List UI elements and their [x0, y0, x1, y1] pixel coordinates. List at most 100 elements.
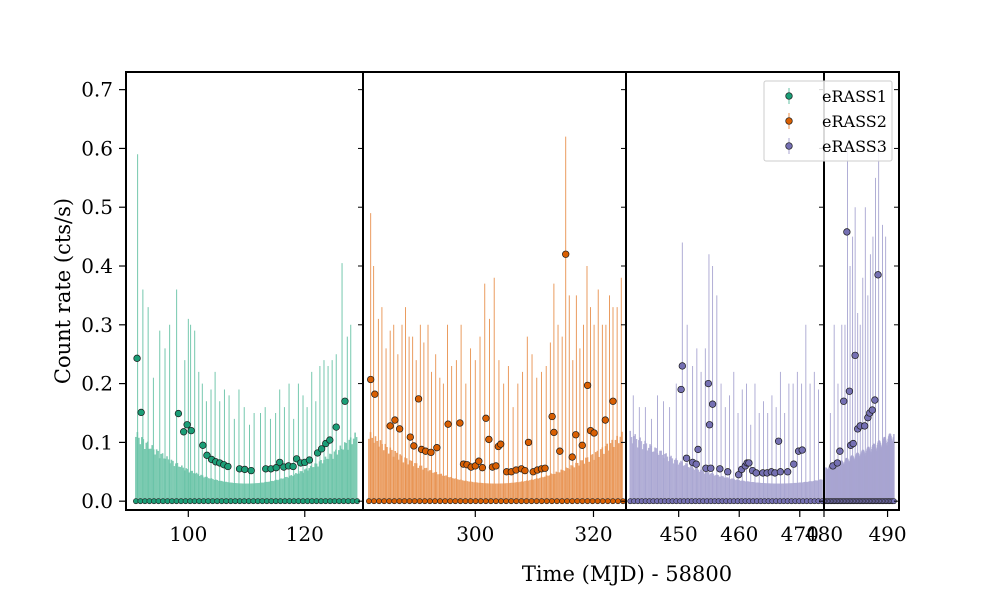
eRASS2-zero-point — [615, 498, 621, 505]
eRASS2-zero-point — [543, 498, 550, 505]
y-axis: 0.0 0.1 0.2 0.3 0.4 0.5 0.6 0.7 — [81, 78, 126, 513]
eRASS2-data-point — [590, 429, 598, 437]
y-tick-label: 0.2 — [81, 372, 113, 396]
panel-2: 300 320 — [362, 71, 627, 546]
eRASS3-data-point — [851, 351, 859, 360]
eRASS2-error-bars — [370, 136, 622, 502]
legend-label: eRASS1 — [822, 87, 887, 106]
eRASS2-data-point — [478, 464, 487, 472]
eRASS2-zero-point — [442, 498, 449, 505]
eRASS1-data-point — [241, 465, 249, 474]
x-tick-label: 480 — [805, 522, 843, 546]
eRASS2-data-point — [410, 442, 418, 450]
eRASS3-data-point — [716, 465, 724, 473]
eRASS3-data-point — [849, 439, 857, 448]
eRASS2-zero-point — [386, 498, 393, 505]
eRASS2-data-point — [427, 448, 435, 457]
eRASS1-data-point — [179, 428, 188, 436]
eRASS2-zero-point — [396, 498, 403, 505]
eRASS3-data-point — [682, 454, 691, 462]
y-tick-label: 0.1 — [81, 430, 113, 454]
x-tick-label: 450 — [660, 522, 698, 546]
eRASS2-zero-point — [447, 498, 454, 505]
x-tick-label: 320 — [574, 522, 612, 546]
eRASS2-zero-point — [437, 498, 443, 505]
eRASS1-data-point — [318, 445, 326, 453]
eRASS2-zero-point — [538, 498, 545, 505]
eRASS2-data-point — [541, 464, 549, 472]
eRASS2-data-point — [444, 420, 452, 428]
eRASS2-data-point — [548, 412, 556, 421]
eRASS3-data-point — [871, 396, 879, 404]
x-tick-label: 100 — [169, 522, 207, 546]
eRASS2-zero-point — [554, 498, 560, 505]
eRASS2-data-point — [497, 440, 505, 448]
legend: eRASS1 eRASS2 eRASS3 — [763, 80, 893, 162]
y-tick-label: 0.5 — [81, 195, 113, 219]
eRASS3-points — [677, 362, 806, 479]
eRASS2-zero-point — [548, 498, 555, 505]
eRASS2-data-point — [433, 444, 441, 452]
eRASS3-data-point — [833, 459, 841, 467]
eRASS2-data-point — [568, 453, 576, 461]
eRASS2-data-point — [601, 416, 609, 424]
eRASS2-zero-point — [513, 498, 520, 505]
legend-marker — [785, 117, 793, 125]
eRASS2-zero-point — [401, 498, 408, 505]
eRASS2-zero-point — [559, 498, 565, 505]
eRASS1-data-point — [137, 408, 145, 417]
eRASS2-data-point — [609, 397, 617, 405]
eRASS1-data-point — [326, 436, 334, 444]
eRASS3-error-bars — [829, 148, 887, 502]
eRASS1-zero-markers — [132, 498, 361, 505]
y-tick-label: 0.3 — [81, 313, 113, 337]
eRASS3-data-point — [790, 460, 798, 468]
eRASS2-zero-point — [391, 498, 398, 505]
eRASS2-data-point — [550, 428, 558, 437]
eRASS3-data-point — [798, 446, 806, 454]
eRASS1-data-point — [305, 456, 314, 464]
eRASS2-data-point — [521, 466, 529, 475]
eRASS2-zero-point — [462, 498, 469, 505]
eRASS1-data-point — [187, 426, 195, 435]
eRASS1-data-point — [341, 397, 349, 405]
eRASS2-data-point — [406, 433, 414, 441]
eRASS2-zero-point — [584, 498, 591, 505]
eRASS2-data-point — [572, 431, 580, 439]
y-tick-label: 0.7 — [81, 78, 113, 102]
eRASS3-points — [829, 228, 882, 470]
y-tick-label: 0.6 — [81, 136, 113, 160]
eRASS2-zero-point — [376, 498, 382, 505]
panel-content — [132, 154, 361, 505]
eRASS2-zero-point — [432, 498, 438, 505]
eRASS3-zero-markers — [627, 498, 824, 505]
eRASS2-zero-point — [421, 498, 428, 505]
legend-label: eRASS2 — [822, 112, 887, 131]
eRASS1-data-point — [276, 458, 284, 467]
eRASS3-data-point — [724, 468, 732, 476]
eRASS2-data-point — [524, 438, 533, 447]
eRASS1-data-point — [224, 462, 232, 471]
eRASS3-data-point — [707, 464, 715, 472]
eRASS3-data-point — [776, 468, 785, 476]
eRASS3-data-point — [705, 421, 714, 429]
eRASS2-zero-point — [604, 498, 611, 505]
eRASS3-data-point — [678, 362, 686, 370]
eRASS3-data-point — [843, 228, 851, 236]
eRASS3-data-point — [774, 437, 783, 445]
eRASS2-zero-point — [411, 498, 418, 505]
eRASS1-points — [133, 354, 349, 475]
eRASS2-zero-point — [599, 498, 606, 505]
legend-label: eRASS3 — [822, 137, 887, 156]
eRASS3-data-point — [752, 469, 760, 477]
panel-content — [366, 136, 626, 505]
eRASS2-data-point — [578, 441, 586, 449]
eRASS1-data-point — [183, 421, 191, 429]
eRASS2-data-point — [395, 425, 404, 433]
eRASS3-data-point — [845, 387, 854, 395]
eRASS2-data-point — [482, 414, 490, 422]
eRASS2-data-point — [485, 435, 493, 444]
eRASS2-zero-point — [472, 498, 479, 505]
